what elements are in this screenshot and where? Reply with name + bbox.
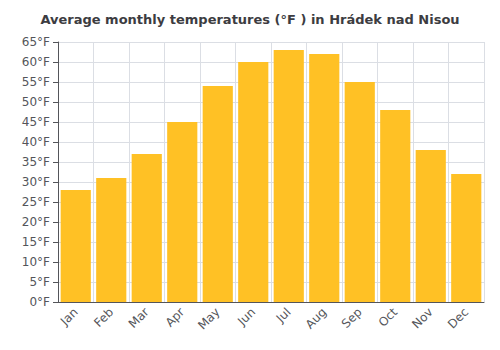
svg-text:40°F: 40°F xyxy=(22,135,50,149)
svg-text:Mar: Mar xyxy=(126,305,152,331)
svg-text:20°F: 20°F xyxy=(22,215,50,229)
svg-text:Sep: Sep xyxy=(339,305,365,331)
svg-text:Nov: Nov xyxy=(409,305,435,331)
svg-text:45°F: 45°F xyxy=(22,115,50,129)
svg-text:30°F: 30°F xyxy=(22,175,50,189)
svg-text:60°F: 60°F xyxy=(22,55,50,69)
svg-text:Aug: Aug xyxy=(303,305,329,331)
svg-text:May: May xyxy=(195,305,222,332)
svg-text:Average monthly temperatures (: Average monthly temperatures (°F ) in Hr… xyxy=(40,12,459,27)
svg-text:Feb: Feb xyxy=(91,305,116,330)
svg-text:5°F: 5°F xyxy=(29,275,50,289)
svg-text:25°F: 25°F xyxy=(22,195,50,209)
svg-text:Jun: Jun xyxy=(234,305,258,329)
svg-text:0°F: 0°F xyxy=(29,295,50,309)
svg-text:Apr: Apr xyxy=(163,305,188,330)
svg-text:10°F: 10°F xyxy=(22,255,50,269)
svg-text:65°F: 65°F xyxy=(22,35,50,49)
svg-text:Dec: Dec xyxy=(445,305,471,331)
svg-text:Jul: Jul xyxy=(273,305,294,326)
svg-text:15°F: 15°F xyxy=(22,235,50,249)
svg-text:55°F: 55°F xyxy=(22,75,50,89)
svg-text:50°F: 50°F xyxy=(22,95,50,109)
svg-text:Oct: Oct xyxy=(376,305,401,330)
svg-text:35°F: 35°F xyxy=(22,155,50,169)
svg-text:Jan: Jan xyxy=(57,305,81,329)
